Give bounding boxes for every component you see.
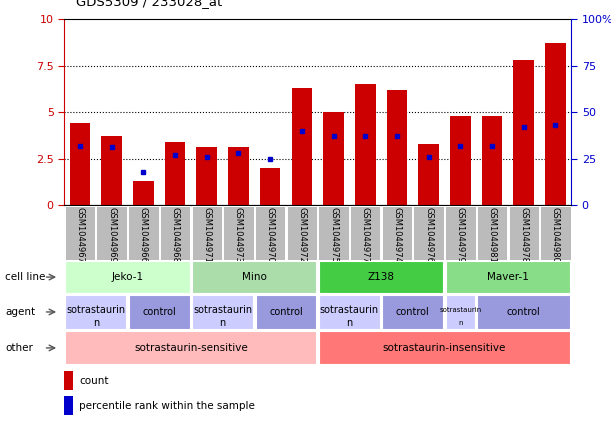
Bar [387,90,408,205]
Text: GSM1044981: GSM1044981 [488,207,497,263]
FancyBboxPatch shape [382,295,443,329]
FancyBboxPatch shape [192,206,222,260]
Text: cell line: cell line [5,272,45,282]
FancyBboxPatch shape [65,331,316,365]
FancyBboxPatch shape [445,206,475,260]
Bar [70,123,90,205]
FancyBboxPatch shape [255,295,316,329]
Bar [197,148,217,205]
Bar [228,148,249,205]
FancyBboxPatch shape [477,295,570,329]
Text: GSM1044974: GSM1044974 [392,207,401,263]
FancyBboxPatch shape [97,206,127,260]
Bar [513,60,534,205]
FancyBboxPatch shape [255,206,285,260]
FancyBboxPatch shape [319,331,570,365]
Text: n: n [346,319,353,329]
Text: GSM1044966: GSM1044966 [139,207,148,263]
Text: GSM1044971: GSM1044971 [202,207,211,263]
Text: n: n [458,321,463,327]
Text: Jeko-1: Jeko-1 [111,272,144,282]
FancyBboxPatch shape [65,295,126,329]
Text: GSM1044973: GSM1044973 [234,207,243,263]
FancyBboxPatch shape [128,206,159,260]
FancyBboxPatch shape [319,295,380,329]
FancyBboxPatch shape [319,261,443,293]
Text: n: n [93,319,99,329]
Text: control: control [507,307,541,317]
Text: GSM1044978: GSM1044978 [519,207,529,263]
FancyBboxPatch shape [382,206,412,260]
Text: GSM1044975: GSM1044975 [329,207,338,263]
FancyBboxPatch shape [65,261,189,293]
Text: GSM1044977: GSM1044977 [360,207,370,263]
Text: GSM1044968: GSM1044968 [170,207,180,263]
FancyBboxPatch shape [129,295,189,329]
Text: sotrastaurin: sotrastaurin [320,305,379,315]
Bar [419,144,439,205]
Text: GSM1044976: GSM1044976 [424,207,433,263]
Bar [133,181,154,205]
Text: GSM1044980: GSM1044980 [551,207,560,263]
Text: sotrastaurin-insensitive: sotrastaurin-insensitive [383,343,506,353]
Bar [291,88,312,205]
Text: count: count [79,376,109,386]
Text: Maver-1: Maver-1 [487,272,529,282]
Text: GSM1044972: GSM1044972 [298,207,306,263]
Bar [545,43,566,205]
Text: Z138: Z138 [368,272,395,282]
Bar [323,112,344,205]
Text: n: n [219,319,225,329]
Bar [481,116,502,205]
FancyBboxPatch shape [223,206,254,260]
FancyBboxPatch shape [287,206,317,260]
Bar [101,136,122,205]
FancyBboxPatch shape [192,295,253,329]
FancyBboxPatch shape [540,206,571,260]
Text: sotrastaurin: sotrastaurin [66,305,125,315]
Bar [165,142,185,205]
FancyBboxPatch shape [446,295,475,329]
FancyBboxPatch shape [477,206,507,260]
Text: GSM1044979: GSM1044979 [456,207,465,263]
Text: control: control [396,307,430,317]
FancyBboxPatch shape [414,206,444,260]
Text: GSM1044970: GSM1044970 [266,207,275,263]
Bar [450,116,470,205]
Text: GSM1044969: GSM1044969 [107,207,116,263]
FancyBboxPatch shape [160,206,190,260]
FancyBboxPatch shape [65,206,95,260]
FancyBboxPatch shape [446,261,570,293]
Text: Mino: Mino [242,272,267,282]
FancyBboxPatch shape [192,261,316,293]
Text: control: control [142,307,176,317]
Bar [260,168,280,205]
Text: control: control [269,307,303,317]
Text: GDS5309 / 233028_at: GDS5309 / 233028_at [76,0,222,8]
FancyBboxPatch shape [350,206,381,260]
Text: agent: agent [5,307,35,317]
Bar [64,396,73,415]
FancyBboxPatch shape [318,206,349,260]
Text: sotrastaurin: sotrastaurin [439,307,481,313]
Text: percentile rank within the sample: percentile rank within the sample [79,401,255,411]
Text: GSM1044967: GSM1044967 [76,207,84,263]
Bar [64,371,73,390]
FancyBboxPatch shape [508,206,539,260]
Text: sotrastaurin: sotrastaurin [193,305,252,315]
Bar [355,84,376,205]
Text: sotrastaurin-sensitive: sotrastaurin-sensitive [134,343,248,353]
Text: other: other [5,343,33,353]
